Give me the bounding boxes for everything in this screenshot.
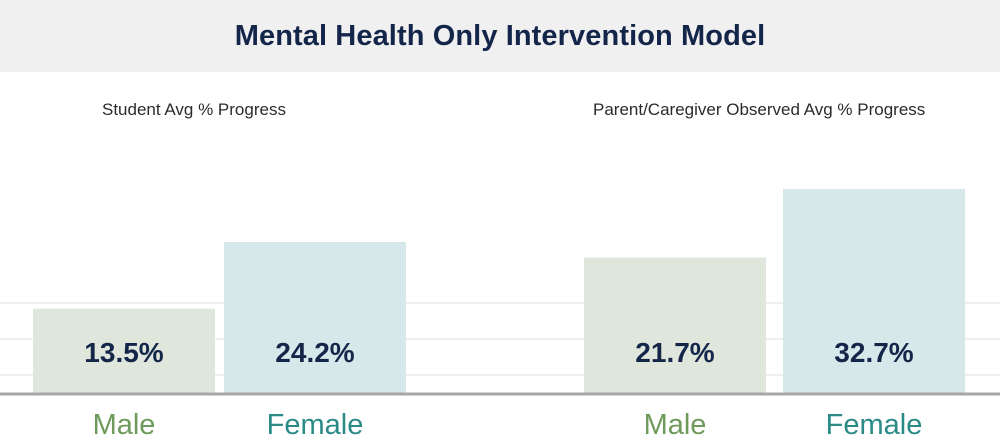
bar-labels: 13.5% Male 24.2% Female 21.7% Male 32.7% Female — [84, 337, 922, 441]
parent-panel-title: Parent/Caregiver Observed Avg % Progress — [593, 100, 926, 119]
bar-student-male — [33, 308, 215, 393]
category-label-female: Female — [826, 409, 923, 441]
category-label-male: Male — [644, 409, 707, 441]
category-label-female: Female — [267, 409, 364, 441]
category-label-male: Male — [93, 409, 156, 441]
bar-parent-male — [584, 257, 766, 393]
bar-student-female — [224, 241, 406, 393]
bar-value-label: 32.7% — [834, 337, 913, 368]
chart-header: Mental Health Only Intervention Model — [0, 0, 1000, 72]
bar-value-label: 13.5% — [84, 337, 163, 368]
bars — [33, 188, 965, 393]
chart-title: Mental Health Only Intervention Model — [234, 19, 766, 52]
bar-value-label: 24.2% — [275, 337, 354, 368]
bar-value-label: 21.7% — [635, 337, 714, 368]
bar-parent-female — [783, 188, 965, 393]
student-panel-title: Student Avg % Progress — [102, 100, 286, 119]
